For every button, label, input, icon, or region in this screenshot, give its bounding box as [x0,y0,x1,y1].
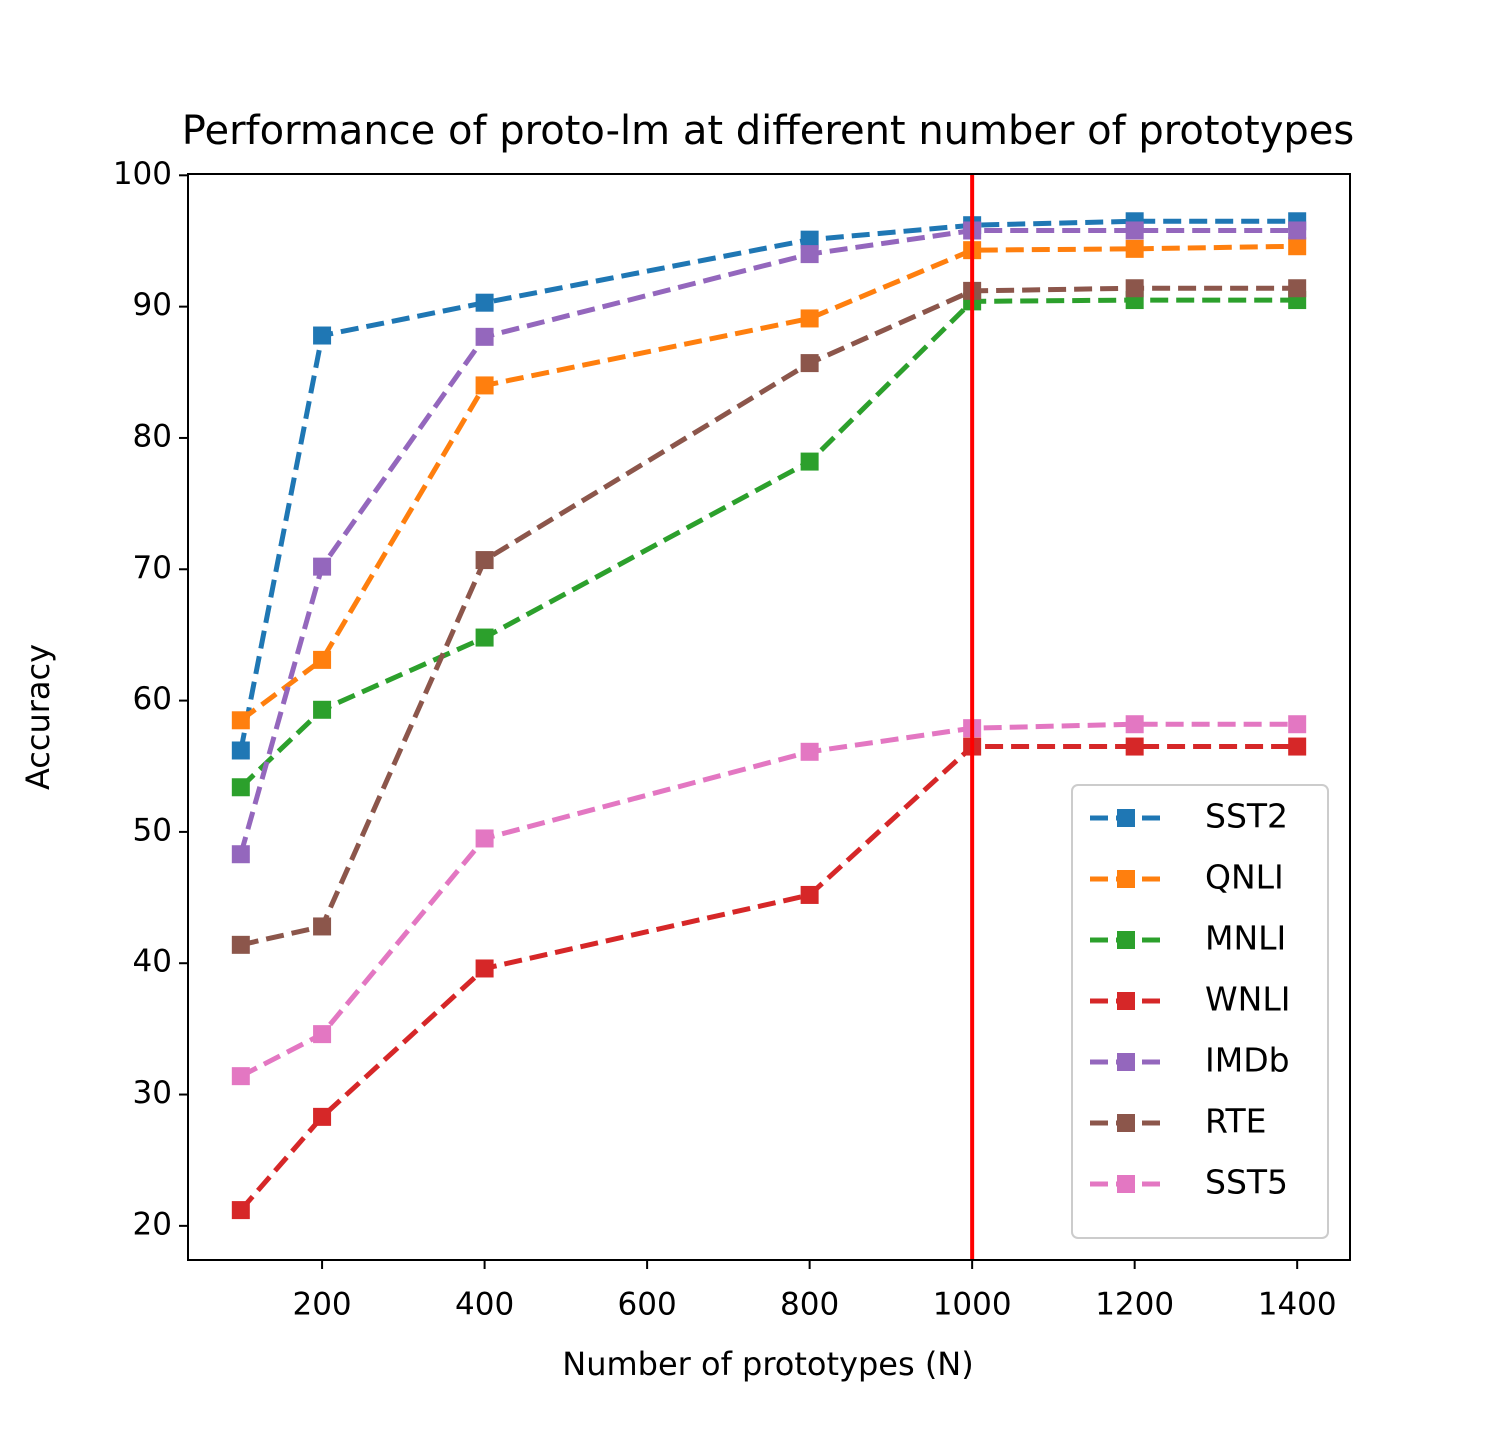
chart-title: Performance of proto-lm at different num… [182,108,1354,154]
point-marker [1125,737,1144,756]
point-marker [475,551,494,570]
point-marker [475,327,494,346]
point-marker [231,778,250,797]
point-marker [313,650,332,669]
point-marker [231,711,250,730]
point-marker [1288,715,1307,734]
y-tick-label: 70 [133,550,172,586]
legend-label: WNLI [1205,980,1290,1019]
point-marker [800,309,819,328]
y-tick-label: 90 [133,287,172,323]
point-marker [800,452,819,471]
point-marker [1288,737,1307,756]
plot-frame [187,173,1351,1261]
point-marker [1125,715,1144,734]
x-tick-label: 1400 [1258,1287,1337,1323]
point-marker [231,741,250,760]
x-tick-label: 600 [618,1287,677,1323]
point-marker [1125,221,1144,240]
point-marker [475,829,494,848]
legend-marker [1117,809,1135,827]
legend-marker [1117,1114,1135,1132]
x-tick-label: 200 [292,1287,351,1323]
y-tick-label: 30 [133,1075,172,1111]
point-marker [475,959,494,978]
y-tick-label: 60 [133,681,172,717]
point-marker [800,742,819,761]
point-marker [1288,237,1307,256]
point-marker [800,245,819,264]
point-marker [231,1067,250,1086]
point-marker [231,845,250,864]
point-marker [313,917,332,936]
point-marker [800,885,819,904]
point-marker [313,326,332,345]
x-tick-label: 1200 [1095,1287,1174,1323]
x-tick-label: 1000 [933,1287,1012,1323]
legend-marker [1117,1175,1135,1193]
point-marker [313,700,332,719]
point-marker [231,935,250,954]
legend-marker [1117,1053,1135,1071]
point-marker [475,376,494,395]
legend-label: MNLI [1205,919,1286,958]
point-marker [800,354,819,373]
y-tick-label: 20 [133,1206,172,1242]
point-marker [800,230,819,249]
point-marker [475,293,494,312]
legend-box [1071,784,1329,1239]
point-marker [475,628,494,647]
y-tick-label: 50 [133,812,172,848]
legend-label: SST2 [1205,797,1288,836]
point-marker [313,1107,332,1126]
legend-label: RTE [1205,1102,1267,1141]
y-axis-label: Accuracy [19,644,57,790]
legend-marker [1117,870,1135,888]
point-marker [1125,279,1144,298]
point-marker [1125,239,1144,258]
x-axis-label: Number of prototypes (N) [562,1345,973,1383]
point-marker [1288,221,1307,240]
legend-marker [1117,931,1135,949]
legend-label: SST5 [1205,1163,1288,1202]
point-marker [1288,279,1307,298]
legend-marker [1117,992,1135,1010]
point-marker [231,1201,250,1220]
point-marker [313,557,332,576]
legend-label: IMDb [1205,1041,1290,1080]
x-tick-label: 800 [780,1287,839,1323]
y-tick-label: 40 [133,944,172,980]
y-tick-label: 80 [133,418,172,454]
legend-label: QNLI [1205,858,1284,897]
x-tick-label: 400 [455,1287,514,1323]
series-line [239,297,1298,790]
y-tick-label: 100 [113,156,172,192]
point-marker [313,1025,332,1044]
